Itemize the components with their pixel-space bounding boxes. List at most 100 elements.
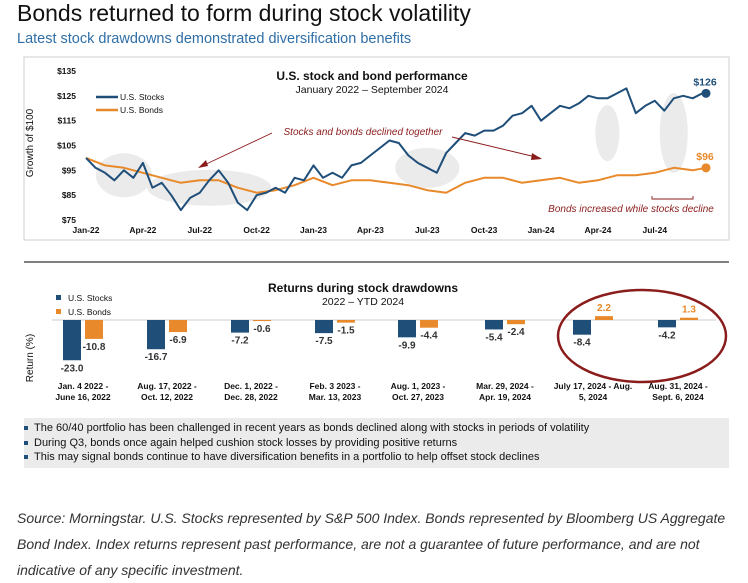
annotation-bonds-increased: Bonds increased while stocks decline bbox=[548, 204, 714, 215]
bar-legend-swatch-bonds bbox=[56, 309, 61, 314]
bar-stocks bbox=[315, 320, 333, 334]
bar-value-label-stocks: -23.0 bbox=[61, 363, 84, 374]
x-tick-label: Apr-22 bbox=[129, 225, 156, 235]
bullet-text: This may signal bonds continue to have d… bbox=[34, 451, 540, 463]
y-tick-label: $125 bbox=[57, 91, 76, 101]
bar-stocks bbox=[485, 320, 503, 330]
bar-bonds bbox=[420, 320, 438, 328]
stocks-series-line bbox=[85, 87, 706, 212]
bonds-end-marker bbox=[701, 163, 711, 173]
bar-value-label-bonds: -10.8 bbox=[83, 342, 106, 353]
line-chart-title: U.S. stock and bond performance bbox=[276, 69, 468, 83]
category-label-line1: Aug. 1, 2023 - bbox=[391, 381, 446, 391]
bar-stocks bbox=[573, 320, 591, 335]
bar-chart-subtitle: 2022 – YTD 2024 bbox=[322, 296, 404, 308]
annotation-declined-together: Stocks and bonds declined together bbox=[284, 127, 444, 138]
bullet-square-icon bbox=[24, 440, 28, 445]
category-label-line1: Mar. 29, 2024 - bbox=[476, 381, 534, 391]
bar-stocks bbox=[63, 320, 81, 361]
bullet-text: The 60/40 portfolio has been challenged … bbox=[34, 422, 590, 434]
bar-value-label-bonds: 2.2 bbox=[597, 303, 611, 314]
highlight-circle-shape bbox=[556, 288, 728, 384]
bar-value-label-stocks: -16.7 bbox=[145, 352, 168, 363]
legend-label-bonds: U.S. Bonds bbox=[120, 105, 163, 115]
annotation-arrowhead-right bbox=[531, 153, 542, 160]
bar-stocks bbox=[398, 320, 416, 338]
bar-bonds bbox=[253, 320, 271, 322]
highlight-period-shape bbox=[147, 169, 272, 206]
bar-value-label-bonds: -2.4 bbox=[507, 327, 525, 338]
bar-value-label-bonds: -6.9 bbox=[169, 335, 187, 346]
category-label-line1: Feb. 3 2023 - bbox=[309, 381, 360, 391]
annotation-arrow-left bbox=[199, 132, 273, 168]
category-label-line2: Oct. 27, 2023 bbox=[392, 392, 444, 402]
x-tick-label: Jul-24 bbox=[643, 225, 668, 235]
bar-legend-label-bonds: U.S. Bonds bbox=[68, 307, 111, 317]
key-points-box: The 60/40 portfolio has been challenged … bbox=[24, 418, 729, 468]
category-label-line2: Apr. 19, 2024 bbox=[479, 392, 531, 402]
bar-value-label-bonds: -0.6 bbox=[253, 324, 271, 335]
bar-stocks bbox=[658, 320, 676, 328]
bullet-text: During Q3, bonds once again helped cushi… bbox=[34, 436, 458, 449]
annotation-bracket bbox=[651, 196, 694, 200]
bar-bonds bbox=[85, 320, 103, 339]
bonds-series-line bbox=[85, 156, 707, 194]
category-label-line2: 5, 2024 bbox=[579, 392, 608, 402]
x-tick-label: Jul-22 bbox=[187, 225, 212, 235]
category-label-line1: July 17, 2024 - Aug. bbox=[554, 381, 633, 391]
highlight-period-shape bbox=[659, 93, 688, 174]
bar-chart-title: Returns during stock drawdowns bbox=[268, 281, 458, 295]
bar-stocks bbox=[147, 320, 165, 350]
legend-label-stocks: U.S. Stocks bbox=[120, 92, 164, 102]
y-tick-label: $75 bbox=[62, 215, 76, 225]
bonds-end-value: $96 bbox=[696, 151, 714, 163]
page-title: Bonds returned to form during stock vola… bbox=[17, 0, 471, 26]
highlight-period-shape bbox=[95, 153, 152, 198]
bar-value-label-bonds: 1.3 bbox=[682, 305, 696, 316]
bullet-square-icon bbox=[24, 455, 28, 459]
category-label-line2: Dec. 28, 2022 bbox=[224, 392, 278, 402]
bullet-item: This may signal bonds continue to have d… bbox=[24, 450, 729, 465]
x-tick-label: Oct-23 bbox=[471, 225, 498, 235]
bar-bonds bbox=[169, 320, 187, 333]
y-axis-label: Growth of $100 bbox=[25, 108, 36, 177]
line-chart-frame bbox=[23, 56, 730, 241]
x-tick-label: Apr-23 bbox=[357, 225, 384, 235]
annotation-arrowhead-left bbox=[198, 160, 208, 168]
y-tick-label: $95 bbox=[62, 165, 76, 175]
bar-value-label-bonds: -4.4 bbox=[420, 331, 438, 342]
bar-value-label-stocks: -7.5 bbox=[315, 336, 333, 347]
x-tick-label: Jan-22 bbox=[73, 225, 100, 235]
category-label-line1: Aug. 31, 2024 - bbox=[648, 381, 708, 391]
page-subtitle: Latest stock drawdowns demonstrated dive… bbox=[17, 31, 412, 47]
category-label-line1: Jan. 4 2022 - bbox=[58, 381, 109, 391]
y-tick-label: $115 bbox=[58, 116, 77, 126]
bar-value-label-stocks: -4.2 bbox=[658, 330, 676, 341]
x-tick-label: Jan-24 bbox=[528, 225, 555, 235]
bar-value-label-stocks: -5.4 bbox=[485, 332, 503, 343]
bar-value-label-bonds: -1.5 bbox=[337, 326, 355, 337]
highlight-period-shape bbox=[595, 105, 620, 162]
bar-value-label-stocks: -9.9 bbox=[398, 340, 416, 351]
bar-y-axis-label: Return (%) bbox=[25, 334, 36, 382]
y-tick-label: $105 bbox=[57, 141, 76, 151]
bar-bonds bbox=[680, 317, 698, 320]
x-tick-label: Oct-22 bbox=[243, 225, 270, 235]
bar-bonds bbox=[595, 316, 613, 320]
bullet-item: During Q3, bonds once again helped cushi… bbox=[24, 436, 729, 451]
stocks-end-value: $126 bbox=[693, 76, 717, 88]
x-tick-label: Apr-24 bbox=[584, 225, 611, 235]
x-tick-label: Jan-23 bbox=[300, 225, 327, 235]
category-label-line2: Oct. 12, 2022 bbox=[141, 392, 193, 402]
category-label-line2: Mar. 13, 2023 bbox=[309, 392, 362, 402]
bar-bonds bbox=[337, 320, 355, 323]
bullet-square-icon bbox=[24, 426, 28, 430]
annotation-arrow-right bbox=[451, 136, 541, 159]
category-label-line2: Sept. 6, 2024 bbox=[652, 392, 704, 402]
x-tick-label: Jul-23 bbox=[415, 225, 440, 235]
bullet-item: The 60/40 portfolio has been challenged … bbox=[24, 421, 729, 436]
category-label-line1: Dec. 1, 2022 - bbox=[224, 381, 278, 391]
bar-legend-label-stocks: U.S. Stocks bbox=[68, 293, 112, 303]
y-tick-label: $85 bbox=[62, 190, 76, 200]
